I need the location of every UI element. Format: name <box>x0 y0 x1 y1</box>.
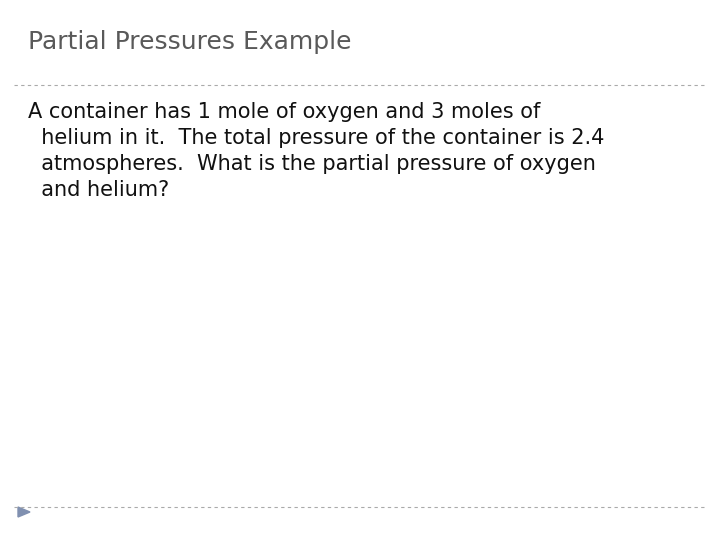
Text: A container has 1 mole of oxygen and 3 moles of: A container has 1 mole of oxygen and 3 m… <box>28 102 541 122</box>
Polygon shape <box>18 507 30 517</box>
Text: and helium?: and helium? <box>28 180 169 200</box>
Text: helium in it.  The total pressure of the container is 2.4: helium in it. The total pressure of the … <box>28 128 604 148</box>
Text: Partial Pressures Example: Partial Pressures Example <box>28 30 351 54</box>
Text: atmospheres.  What is the partial pressure of oxygen: atmospheres. What is the partial pressur… <box>28 154 596 174</box>
